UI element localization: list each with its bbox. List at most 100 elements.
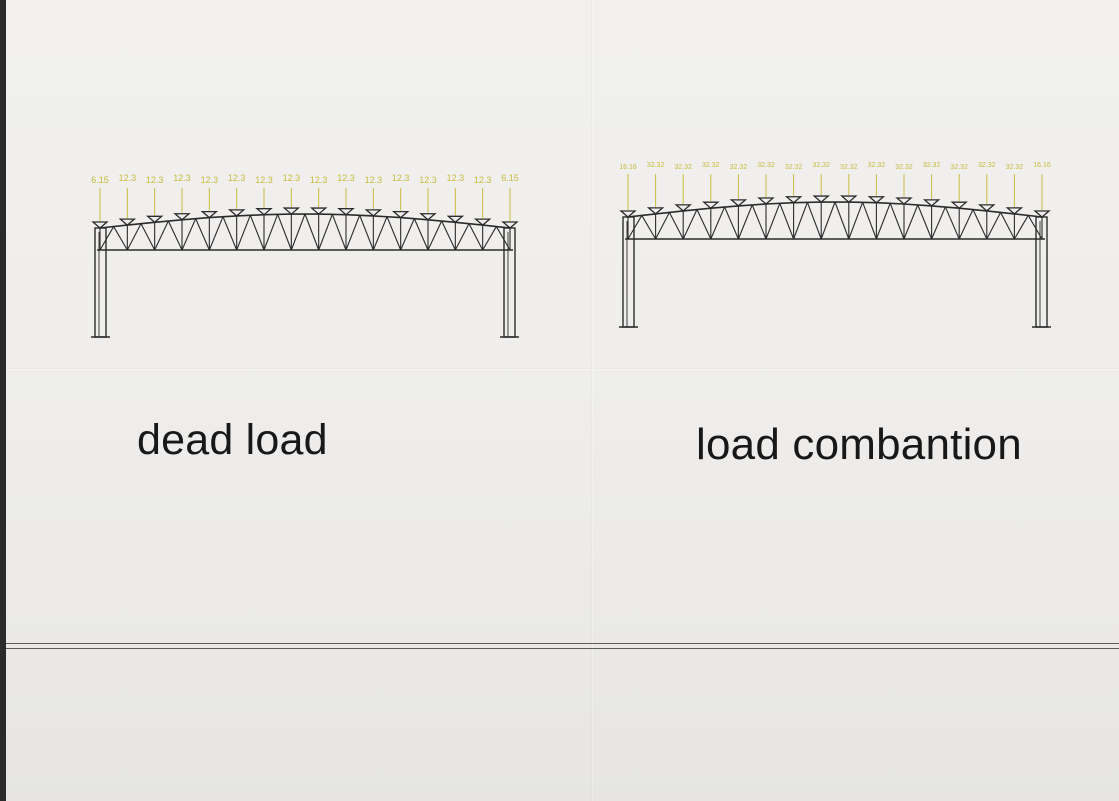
truss-diagonal	[167, 220, 183, 251]
truss-diagonal	[848, 202, 864, 240]
load-arrow	[895, 197, 913, 205]
load-arrow	[978, 204, 996, 212]
load-value-label: 32.32	[647, 162, 665, 169]
truss-diagonal	[441, 220, 456, 251]
load-value-label: 12.3	[283, 173, 301, 183]
truss-diagonal	[627, 215, 643, 240]
load-arrow	[1033, 210, 1051, 218]
load-combination-caption: load combantion	[696, 420, 1022, 469]
load-value-label: 32.32	[840, 164, 858, 171]
load-value-label: 32.32	[674, 164, 692, 171]
load-combination-frame-diagram: 16.16 32.32 32.32 32.32 32.32 32.32 32.32 32.32…	[619, 162, 1051, 328]
load-value-label: 12.3	[146, 175, 164, 185]
load-value-label: 12.3	[173, 173, 191, 183]
truss-diagonal	[958, 209, 974, 240]
load-arrow	[812, 195, 830, 203]
load-value-label: 12.3	[447, 173, 465, 183]
load-value-label: 16.16	[619, 164, 637, 171]
truss-diagonal	[917, 204, 933, 240]
load-arrow	[145, 215, 164, 224]
load-value-label: 32.32	[868, 162, 886, 169]
load-arrow	[364, 209, 383, 217]
truss-diagonal	[1013, 215, 1029, 240]
truss-diagonal	[834, 201, 850, 240]
truss-diagonal	[655, 212, 670, 240]
load-arrow	[227, 209, 246, 217]
load-value-label: 12.3	[337, 173, 355, 183]
load-value-label: 32.32	[1006, 164, 1024, 171]
truss-diagonal	[903, 204, 919, 240]
truss-diagonal	[181, 218, 197, 251]
load-value-label: 32.32	[978, 162, 996, 169]
truss-diagonal	[641, 215, 657, 240]
load-value-label: 32.32	[950, 164, 968, 171]
paper-sheet: 6.15 12.3 12.3 12.3 12.3 12.3 12.3 12.3 12.3 12.3…	[6, 0, 1119, 801]
load-value-label: 32.32	[757, 162, 775, 169]
truss-diagonal	[304, 213, 320, 251]
truss-diagonal	[1000, 212, 1015, 240]
paper-fold-vertical	[591, 0, 593, 801]
truss-diagonal	[400, 218, 415, 251]
truss-diagonal	[765, 203, 781, 240]
load-arrow	[473, 218, 492, 226]
dead-load-caption: dead load	[137, 416, 328, 464]
truss-diagonal	[751, 204, 767, 240]
truss-diagonal	[862, 202, 877, 240]
truss-diagonal	[263, 214, 279, 251]
load-arrow	[173, 213, 191, 221]
load-value-label: 6.15	[501, 173, 519, 183]
load-value-label: 12.3	[310, 175, 328, 185]
truss-diagonal	[99, 226, 115, 251]
load-arrow	[729, 199, 748, 207]
truss-diagonal	[249, 215, 265, 251]
truss-diagonal	[222, 216, 238, 251]
truss-diagonal	[208, 216, 224, 251]
load-arrow	[255, 208, 273, 216]
truss-diagonal	[386, 216, 402, 251]
truss-diagonal	[696, 209, 712, 240]
load-arrow	[391, 210, 410, 219]
truss-diagonal	[986, 212, 1002, 240]
dead-load-frame-diagram: 6.15 12.3 12.3 12.3 12.3 12.3 12.3 12.3 12.3 12.3…	[91, 173, 519, 338]
load-value-label: 32.32	[785, 164, 803, 171]
truss-diagonal	[154, 220, 169, 251]
truss-diagonal	[113, 226, 128, 251]
truss-diagonal	[710, 206, 726, 240]
load-value-label: 12.3	[201, 175, 219, 185]
load-arrow	[702, 201, 720, 210]
truss-diagonal	[140, 223, 156, 251]
load-arrow	[91, 221, 109, 229]
load-arrow	[619, 210, 637, 218]
load-value-label: 12.3	[228, 173, 246, 183]
load-value-label: 12.3	[474, 175, 492, 185]
truss-diagonal	[413, 218, 429, 251]
load-value-label: 12.3	[419, 175, 437, 185]
truss-diagonal	[779, 203, 795, 240]
load-arrow	[784, 196, 803, 204]
truss-diagonal	[1027, 215, 1043, 240]
truss-diagonal	[454, 223, 470, 251]
load-arrow	[1005, 207, 1024, 215]
load-value-label: 12.3	[255, 175, 273, 185]
load-arrow	[674, 204, 692, 212]
load-arrow	[646, 207, 665, 215]
load-arrow	[446, 215, 465, 224]
load-value-label: 16.16	[1033, 162, 1051, 169]
truss-diagonal	[372, 216, 388, 251]
truss-diagonal	[236, 215, 251, 251]
truss-diagonal	[820, 201, 836, 240]
truss-diagonal	[126, 223, 142, 251]
load-arrow	[309, 207, 328, 215]
load-arrow	[922, 199, 941, 207]
load-arrow	[757, 197, 775, 205]
truss-diagonal	[345, 215, 361, 251]
truss-diagonal	[806, 202, 822, 240]
truss-diagonal	[277, 214, 292, 251]
load-arrow	[118, 218, 137, 226]
divider-line	[6, 643, 1119, 644]
truss-diagonal	[318, 214, 333, 251]
paper-fold-horizontal	[6, 368, 1119, 370]
truss-diagonal	[668, 212, 684, 240]
truss-diagonal	[482, 226, 497, 251]
truss-diagonal	[889, 203, 905, 240]
